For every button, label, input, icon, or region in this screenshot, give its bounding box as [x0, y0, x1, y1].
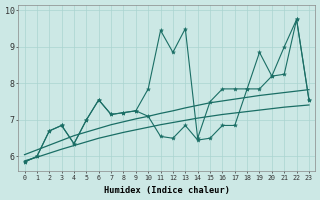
X-axis label: Humidex (Indice chaleur): Humidex (Indice chaleur): [104, 186, 230, 195]
